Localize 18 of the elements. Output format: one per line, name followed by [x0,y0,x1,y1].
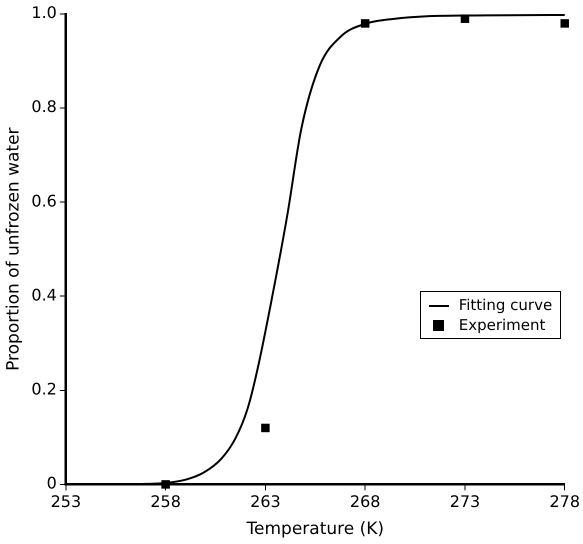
y-tick-label: 0.8 [31,97,57,116]
x-tick-label: 273 [450,492,480,512]
point [560,19,569,28]
x-tick-label: 258 [150,492,181,512]
y-tick-label: 0.2 [31,379,57,398]
y-tick-label: 0.4 [31,285,57,304]
legend-label: Experiment [458,315,546,336]
x-tick-label: 263 [250,492,281,512]
x-tick-label: 278 [549,492,580,512]
x-tick-label: 253 [50,492,82,512]
y-tick-label: 0.6 [31,191,57,210]
y-tick-label: 0 [46,474,57,493]
y-tick-label: 1.0 [31,3,57,22]
y-axis-title: Proportion of unfrozen water [4,127,24,371]
legend-label: Fitting curve [458,295,552,316]
x-axis-title: Temperature (K) [246,519,384,540]
point [261,424,270,432]
x-tick-label: 268 [350,492,380,512]
